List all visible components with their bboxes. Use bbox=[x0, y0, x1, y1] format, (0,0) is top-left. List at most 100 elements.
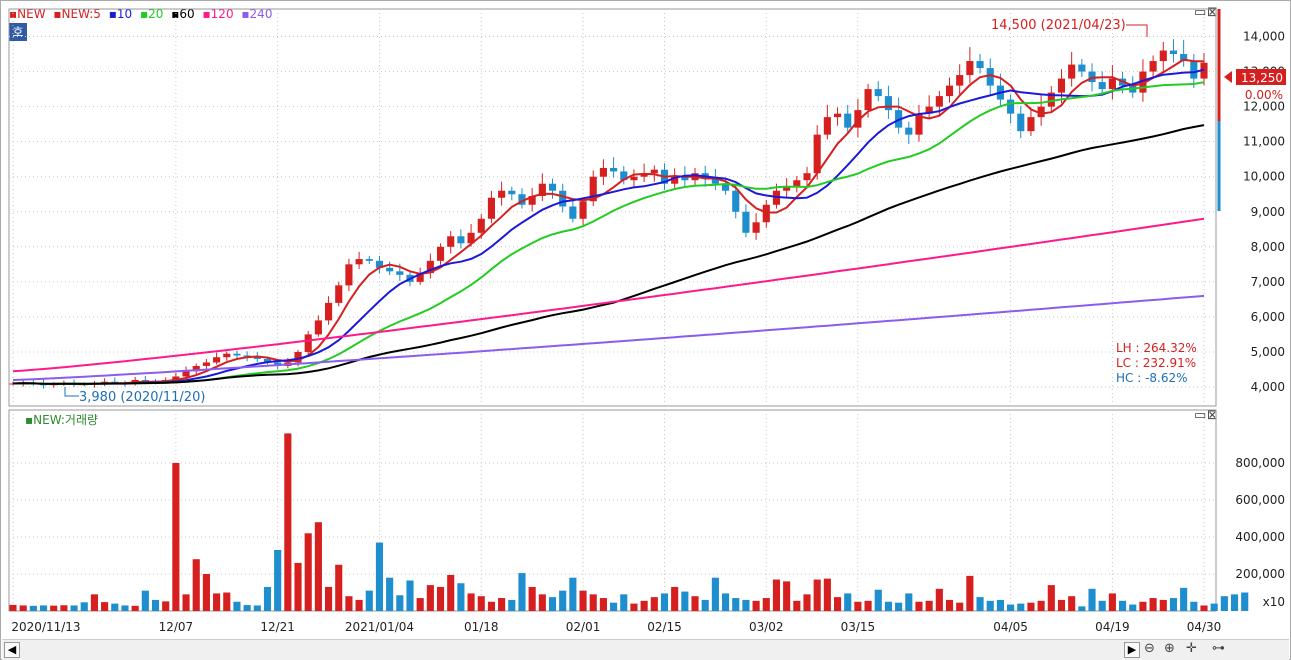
zoom-out-icon[interactable]: ⊖ bbox=[1144, 641, 1155, 656]
volume-bar bbox=[1088, 588, 1096, 611]
volume-bar bbox=[925, 600, 933, 611]
volume-bar bbox=[1230, 594, 1239, 611]
candle-body bbox=[1200, 62, 1208, 79]
zoom-in-icon[interactable]: ⊕ bbox=[1164, 641, 1175, 656]
ma-line-120 bbox=[12, 217, 1205, 373]
volume-bar bbox=[365, 590, 373, 611]
scrollbar[interactable]: ◀ ▶ ⊖ ⊕ ✛ ⊶ bbox=[2, 639, 1289, 660]
candle-body bbox=[956, 75, 964, 86]
scroll-right-button[interactable]: ▶ bbox=[1124, 642, 1140, 658]
volume-bar bbox=[80, 602, 88, 611]
candle-body bbox=[793, 180, 801, 188]
low-pointer bbox=[64, 387, 79, 397]
price-tick-label: 5,000 bbox=[1251, 345, 1285, 359]
candle-body bbox=[681, 176, 689, 181]
candle-body bbox=[884, 96, 892, 111]
zoom-slider-icon[interactable]: ⊶ bbox=[1212, 641, 1225, 656]
volume-bar bbox=[162, 601, 170, 611]
candle-body bbox=[966, 61, 974, 76]
close-icon[interactable]: ⊠ bbox=[1207, 5, 1218, 20]
x-tick-label: 01/18 bbox=[464, 620, 499, 634]
volume-bar bbox=[671, 586, 679, 611]
candle-body bbox=[202, 362, 210, 366]
candle-body bbox=[783, 187, 791, 191]
candle-body bbox=[803, 173, 811, 181]
volume-bar bbox=[213, 593, 221, 611]
minimize-icon[interactable]: ▭ bbox=[1194, 408, 1207, 423]
candle-body bbox=[1098, 82, 1106, 90]
legend: ▪NEW ▪NEW:5 ▪10 ▪20 ▪60 ▪120 ▪240 bbox=[9, 7, 276, 21]
price-tick-label: 4,000 bbox=[1251, 380, 1285, 394]
x-tick-label: 2021/01/04 bbox=[345, 620, 414, 634]
candle-body bbox=[1068, 64, 1076, 79]
volume-bar bbox=[39, 605, 48, 611]
volume-bar bbox=[60, 605, 68, 611]
volume-bar bbox=[518, 573, 526, 611]
volume-bar bbox=[569, 577, 577, 611]
candle-body bbox=[467, 232, 475, 244]
candle-body bbox=[1037, 106, 1045, 118]
volume-bar bbox=[1210, 603, 1218, 611]
scroll-left-button[interactable]: ◀ bbox=[4, 642, 20, 658]
volume-bar bbox=[833, 597, 842, 611]
price-tick-label: 8,000 bbox=[1251, 240, 1285, 254]
crosshair-icon[interactable]: ✛ bbox=[1186, 641, 1197, 656]
candle-body bbox=[742, 211, 750, 233]
volume-bar bbox=[121, 605, 129, 611]
volume-bar bbox=[895, 602, 903, 611]
volume-bar bbox=[467, 593, 475, 611]
candle-body bbox=[304, 334, 312, 352]
volume-bar bbox=[915, 601, 923, 611]
candle-body bbox=[1017, 113, 1025, 132]
hc-label: HC : -8.62% bbox=[1116, 371, 1188, 385]
candle-body bbox=[1180, 54, 1188, 62]
price-tick-label: 10,000 bbox=[1243, 170, 1285, 184]
x-tick-label: 2020/11/13 bbox=[11, 620, 80, 634]
volume-bar bbox=[966, 575, 974, 611]
volume-bar bbox=[345, 596, 353, 611]
close-icon[interactable]: ⊠ bbox=[1207, 408, 1218, 423]
volume-bar bbox=[223, 592, 231, 611]
candle-body bbox=[559, 190, 567, 207]
x-tick-label: 02/15 bbox=[647, 620, 682, 634]
volume-bar bbox=[1200, 605, 1208, 611]
volume-bar bbox=[1129, 604, 1137, 611]
volume-bar bbox=[579, 590, 587, 611]
candle-body bbox=[1027, 117, 1035, 132]
candle-body bbox=[538, 183, 546, 196]
candle-body bbox=[1047, 92, 1055, 107]
volume-bar bbox=[151, 599, 160, 611]
volume-bar bbox=[1068, 596, 1076, 611]
candle-body bbox=[925, 106, 933, 114]
candle-body bbox=[141, 379, 149, 381]
legend-item: ▪NEW:5 bbox=[53, 7, 101, 21]
candle-body bbox=[314, 320, 322, 335]
volume-panel-title: ▪NEW:거래량 bbox=[25, 413, 99, 427]
volume-bar bbox=[599, 598, 607, 611]
x-tick-label: 04/19 bbox=[1095, 620, 1130, 634]
volume-bar bbox=[538, 594, 546, 611]
volume-bar bbox=[1017, 603, 1025, 611]
candle-body bbox=[976, 61, 984, 69]
volume-bar bbox=[355, 599, 363, 611]
legend-item: ▪120 bbox=[202, 7, 234, 21]
candle-body bbox=[325, 302, 333, 321]
volume-bar bbox=[1047, 585, 1055, 611]
volume-bar bbox=[691, 596, 699, 611]
volume-bar bbox=[630, 603, 638, 611]
volume-bar bbox=[172, 463, 180, 611]
volume-bar bbox=[1190, 601, 1198, 611]
candle-body bbox=[752, 222, 760, 233]
candle-body bbox=[375, 260, 384, 268]
candle-body bbox=[396, 271, 404, 275]
candle-body bbox=[253, 357, 261, 359]
candle-body bbox=[487, 197, 495, 219]
legend-item: ▪20 bbox=[140, 7, 164, 21]
volume-bar bbox=[111, 603, 119, 611]
volume-bar bbox=[263, 586, 272, 611]
volume-bar bbox=[233, 601, 241, 611]
volume-bar bbox=[660, 593, 669, 611]
volume-bar bbox=[589, 594, 597, 611]
ma-line-10 bbox=[12, 68, 1205, 385]
candle-body bbox=[457, 236, 465, 244]
